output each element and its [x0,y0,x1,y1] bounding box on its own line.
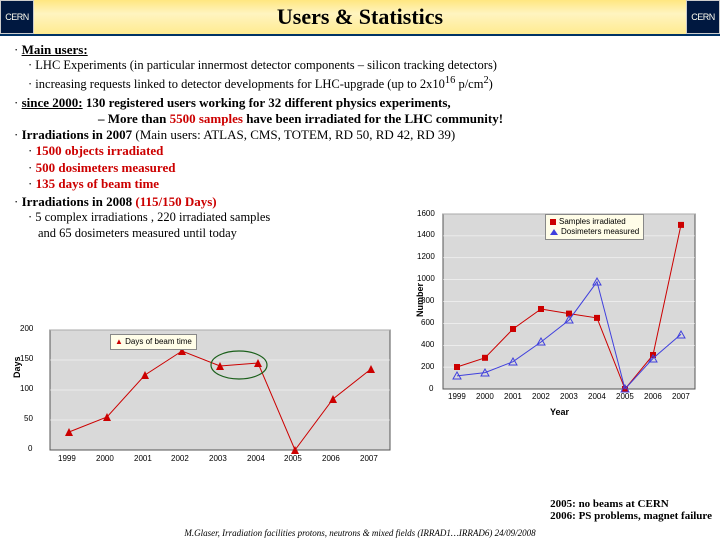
sub-lhc: · LHC Experiments (in particular innermo… [10,58,710,74]
c1-y0: 0 [28,444,32,454]
chart-days-svg [10,320,400,475]
logo-left-text: CERN [5,12,29,22]
irr-2007-s1: · 1500 objects irradiated [10,143,710,159]
c1-ylabel: Days [12,356,23,378]
footer-note: 2005: no beams at CERN 2006: PS problems… [550,498,712,522]
c2-legend: Samples irradiated Dosimeters measured [545,214,644,241]
chart-days: 0 50 100 150 200 1999 2000 2001 2002 200… [10,320,400,475]
c1-y50: 50 [24,414,33,424]
charts-area: 0 50 100 150 200 1999 2000 2001 2002 200… [10,242,710,482]
header-bar: CERN Users & Statistics CERN [0,0,720,36]
since-2000-sub: – More than 5500 samples have been irrad… [10,111,710,127]
main-users-text: Main users: [22,42,88,57]
chart-number: 0 200 400 600 800 1000 1200 1400 1600 19… [405,202,705,422]
irr-2007: · Irradiations in 2007 (Main users: ATLA… [10,127,710,143]
c1-y100: 100 [20,384,33,394]
sub-requests: · increasing requests linked to detector… [10,74,710,93]
logo-right-text: CERN [691,12,715,22]
irr-2007-s3: · 135 days of beam time [10,176,710,192]
content: · Main users: · LHC Experiments (in part… [0,36,720,482]
c1-legend: ▲ Days of beam time [110,334,197,350]
logo-right: CERN [686,0,720,34]
footer: M.Glaser, Irradiation facilities protons… [0,528,720,538]
logo-left: CERN [0,0,34,34]
main-users-heading: · Main users: [10,42,710,58]
slide-title: Users & Statistics [34,4,686,30]
c1-y200: 200 [20,324,33,334]
since-2000: · since 2000: 130 registered users worki… [10,95,710,111]
irr-2007-s2: · 500 dosimeters measured [10,160,710,176]
c2-ylabel: Number [415,283,426,317]
c2-xlabel: Year [550,407,569,418]
